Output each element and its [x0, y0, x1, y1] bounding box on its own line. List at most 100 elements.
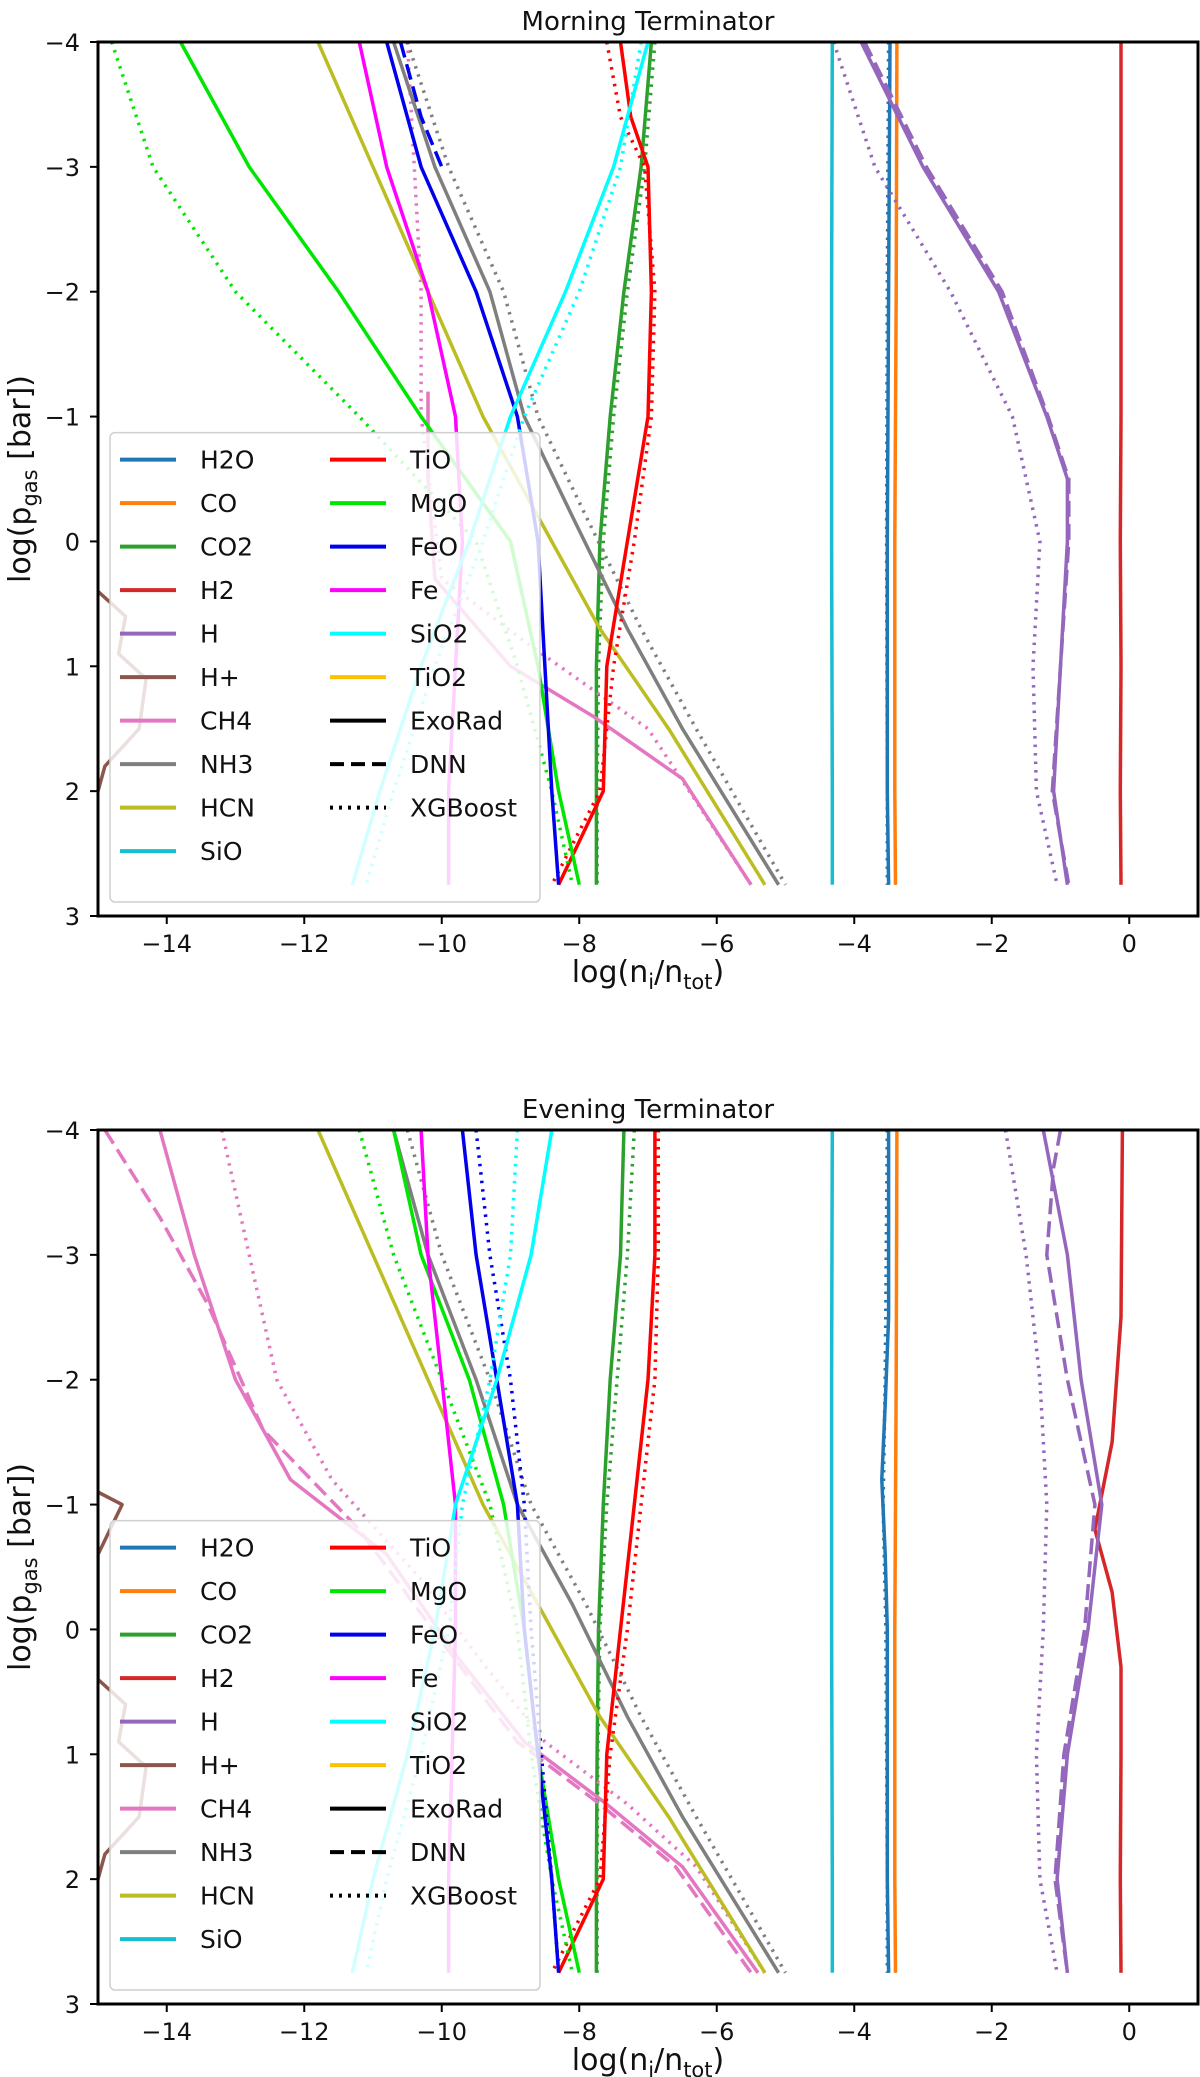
y-tick-label: −2 — [45, 279, 80, 307]
legend-label: H+ — [200, 1751, 240, 1780]
legend-label: CO2 — [200, 533, 253, 562]
x-axis-label-part: ) — [713, 2043, 725, 2077]
y-axis-label-part: [bar]) — [3, 1463, 38, 1557]
x-tick-label: 0 — [1122, 930, 1137, 958]
y-tick-label: 1 — [65, 653, 80, 681]
y-axis-label: log(pgas [bar]) — [3, 375, 42, 583]
series-line-h-solid — [1041, 1130, 1104, 1973]
legend-label: HCN — [200, 794, 255, 823]
x-axis-label-part: tot — [683, 970, 712, 994]
series-line-h-solid — [859, 42, 1070, 886]
x-tick-label: −4 — [837, 2018, 872, 2046]
y-axis-label-part: gas — [18, 469, 42, 506]
x-tick-label: −10 — [416, 2018, 467, 2046]
x-axis-label: log(ni/ntot) — [572, 955, 724, 994]
x-axis-label-part: log(n — [572, 955, 648, 990]
y-axis-label: log(pgas [bar]) — [3, 1463, 42, 1671]
legend-label: ExoRad — [410, 707, 503, 736]
y-tick-label: 0 — [65, 528, 80, 556]
series-line-co-solid — [893, 42, 899, 885]
legend: H2O CO CO2 H2 H H+ CH4 NH3 HCN SiO TiO MgO FeO Fe SiO2… — [109, 431, 541, 903]
x-tick-label: −14 — [141, 2018, 192, 2046]
series-line-tio-dotted — [550, 42, 657, 886]
series-line-h-dotted — [1003, 1130, 1059, 1974]
legend-label: H2 — [200, 1664, 235, 1693]
legend-label: H — [200, 620, 219, 649]
y-tick-label: 1 — [65, 1741, 80, 1769]
plot-frame — [96, 40, 1200, 918]
x-tick-label: −14 — [141, 930, 192, 958]
y-tick-label: −3 — [45, 1242, 80, 1270]
series-line-ch4-dashed — [103, 1130, 753, 1974]
legend-label: HCN — [200, 1882, 255, 1911]
legend-label: SiO2 — [410, 1708, 468, 1737]
legend: H2O CO CO2 H2 H H+ CH4 NH3 HCN SiO TiO MgO FeO Fe SiO2… — [109, 1519, 541, 1991]
y-tick-label: 3 — [65, 903, 80, 931]
series-line-co2-dotted — [595, 1130, 637, 1973]
x-tick-label: −6 — [699, 930, 734, 958]
series-line-feo-dashed — [398, 42, 444, 168]
legend-label: CO2 — [200, 1621, 253, 1650]
legend-label: TiO — [409, 1534, 451, 1563]
legend-label: Fe — [410, 576, 438, 605]
x-axis-label-part: i — [648, 2058, 654, 2077]
series-line-co2-solid — [594, 1130, 626, 1973]
legend-label: XGBoost — [410, 794, 517, 823]
plot-frame — [96, 1128, 1200, 2006]
legend-label: SiO — [200, 837, 243, 866]
y-axis-label-part: gas — [18, 1557, 42, 1594]
x-axis-label-part: ) — [713, 955, 725, 990]
legend-label: NH3 — [200, 1838, 253, 1867]
legend-label: DNN — [410, 1838, 467, 1867]
legend-label: H+ — [200, 663, 240, 692]
y-tick-label: −2 — [45, 1367, 80, 1395]
legend-label: CO — [200, 489, 237, 518]
legend-label: H2O — [200, 1534, 254, 1563]
series-line-h2o-solid — [885, 42, 892, 885]
x-axis-label-part: i — [648, 970, 654, 994]
x-axis-label-part: log(n — [572, 2043, 648, 2077]
series-line-h-dotted — [831, 42, 1059, 886]
series-line-h2-solid — [1093, 1130, 1125, 1973]
legend-label: Fe — [410, 1664, 438, 1693]
x-tick-label: −6 — [699, 2018, 734, 2046]
legend-label: TiO — [409, 446, 451, 475]
legend-label: CH4 — [200, 707, 252, 736]
series-line-tio-dotted — [550, 1130, 661, 1974]
series-line-tio-solid — [557, 42, 654, 886]
x-tick-label: −4 — [837, 930, 872, 958]
series-line-co2-dotted — [595, 42, 657, 885]
x-tick-label: −2 — [974, 930, 1009, 958]
series-line-h2-solid — [1118, 42, 1123, 885]
y-tick-label: −1 — [45, 404, 80, 432]
legend-box — [109, 431, 541, 903]
series-line-h-dashed — [863, 42, 1071, 886]
legend-label: DNN — [410, 750, 467, 779]
series-line-feo-dotted — [474, 1130, 561, 1973]
series-line-co-solid — [893, 1130, 899, 1973]
x-axis-label-part: /n — [654, 2043, 683, 2077]
series-line-mgo-dotted — [110, 42, 575, 886]
legend-label: ExoRad — [410, 1795, 503, 1824]
y-tick-label: 3 — [65, 1991, 80, 2019]
legend-label: TiO2 — [409, 1751, 467, 1780]
y-tick-label: −4 — [45, 1117, 80, 1145]
x-tick-label: −8 — [562, 930, 597, 958]
legend-label: XGBoost — [410, 1882, 517, 1911]
y-axis-label-part: log(p — [3, 507, 38, 583]
series-line-tio-solid — [557, 1130, 657, 1974]
series-line-sio-solid — [829, 1130, 835, 1973]
y-tick-label: 2 — [65, 778, 80, 806]
series-line-nh3-solid — [391, 1130, 781, 1974]
legend-label: H2 — [200, 576, 235, 605]
legend-label: SiO — [200, 1925, 243, 1954]
x-tick-label: −2 — [974, 2018, 1009, 2046]
legend-label: FeO — [410, 533, 458, 562]
x-tick-label: −8 — [562, 2018, 597, 2046]
legend-label: TiO2 — [409, 663, 467, 692]
y-tick-label: −4 — [45, 29, 80, 57]
x-axis-label-part: /n — [654, 955, 683, 990]
x-tick-label: −12 — [279, 2018, 330, 2046]
y-axis-label-part: [bar]) — [3, 375, 38, 469]
